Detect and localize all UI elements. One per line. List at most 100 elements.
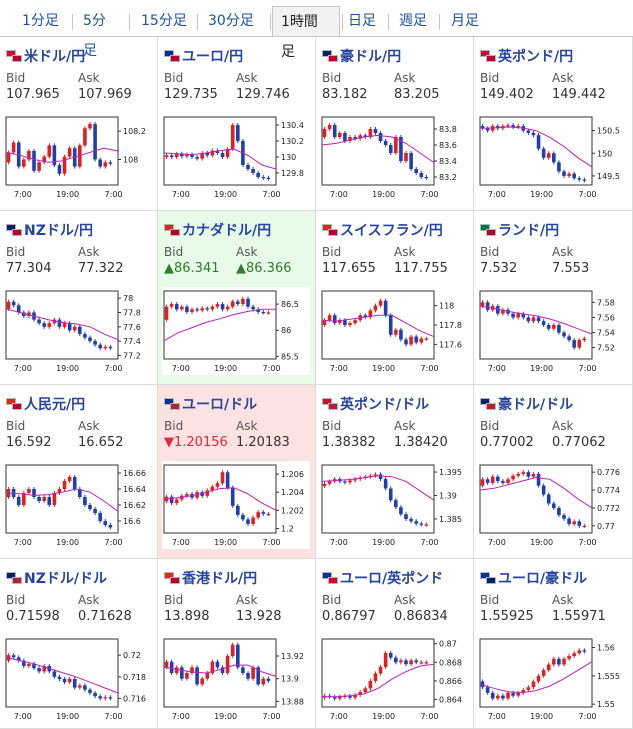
mini-chart[interactable]: 150.5 150 149.5 7:00 19:00 7:00: [478, 113, 626, 201]
pair-header[interactable]: 豪ドル/円: [322, 46, 402, 65]
x-tick-label: 7:00: [579, 712, 597, 721]
candle-body: [332, 315, 337, 324]
pair-name[interactable]: 英ポンド/ドル: [340, 397, 430, 413]
tab-6[interactable]: 週足: [399, 13, 427, 29]
pair-header[interactable]: NZドル/ドル: [6, 568, 107, 587]
currency-cell: NZドル/ドル Bid Ask 0.71598 0.71628 0.72 0.718 0.71…: [0, 559, 158, 729]
mini-chart[interactable]: 0.87 0.868 0.866 0.864 7:00 19:00 7:00: [320, 635, 468, 723]
pair-header[interactable]: ユーロ/円: [164, 46, 244, 65]
candle-body: [378, 300, 383, 306]
pair-header[interactable]: 米ドル/円: [6, 46, 86, 65]
pair-name[interactable]: ユーロ/豪ドル: [498, 571, 588, 587]
ask-value: 0.71628: [78, 609, 132, 624]
pair-name[interactable]: 人民元/円: [24, 397, 86, 413]
pair-name[interactable]: ランド/円: [498, 223, 560, 239]
mini-chart[interactable]: 13.92 13.9 13.88 7:00 19:00 7:00: [162, 635, 310, 723]
mini-chart[interactable]: 0.776 0.774 0.772 0.77 7:00 19:00 7:00: [478, 461, 626, 549]
candle-body: [506, 692, 510, 699]
pair-header[interactable]: NZドル/円: [6, 220, 93, 239]
y-tick-label: 108.2: [123, 127, 146, 136]
y-tick-label: 1.204: [281, 488, 304, 497]
candle-body: [521, 690, 526, 693]
candle-body: [388, 488, 393, 501]
pair-name[interactable]: 英ポンド/円: [498, 49, 574, 65]
candle-body: [348, 137, 352, 141]
mini-chart[interactable]: 86.5 86 85.5 7:00 19:00 7:00: [162, 287, 310, 375]
mini-chart[interactable]: 1.56 1.555 1.55 7:00 19:00 7:00: [478, 635, 626, 723]
pair-name[interactable]: スイスフラン/円: [340, 223, 443, 239]
pair-name[interactable]: ユーロ/英ポンド: [340, 571, 444, 587]
candle-body: [572, 173, 576, 179]
mini-chart[interactable]: 108.2 108 7:00 19:00 7:00: [4, 113, 152, 201]
pair-header[interactable]: スイスフラン/円: [322, 220, 443, 239]
candle-body: [11, 655, 16, 658]
mini-chart[interactable]: 1.395 1.39 1.385 7:00 19:00 7:00: [320, 461, 468, 549]
tab-2[interactable]: 15分足: [141, 13, 187, 29]
tab-4[interactable]: 1時間足: [272, 6, 340, 60]
candle-body: [526, 130, 531, 133]
pair-name[interactable]: NZドル/円: [24, 223, 93, 239]
ask-label: Ask: [552, 71, 574, 85]
candle-body: [230, 487, 235, 506]
candle-body: [16, 657, 21, 661]
pair-header[interactable]: ユーロ/英ポンド: [322, 568, 444, 587]
x-tick-label: 7:00: [14, 364, 32, 373]
candle-body: [195, 667, 199, 685]
bid-value: 0.77002: [480, 435, 534, 450]
candle-body: [480, 302, 485, 307]
mini-chart[interactable]: 7.58 7.56 7.54 7.52 7:00 19:00 7:00: [478, 287, 626, 375]
currency-cell: スイスフラン/円 Bid Ask 117.655 117.755 118 117.8 117.…: [316, 211, 474, 385]
pair-header[interactable]: 人民元/円: [6, 394, 86, 413]
candle-body: [546, 664, 551, 671]
pair-name[interactable]: 豪ドル/ドル: [498, 397, 574, 413]
mini-chart[interactable]: 118 117.8 117.6 7:00 19:00 7:00: [320, 287, 468, 375]
pair-name[interactable]: 豪ドル/円: [340, 49, 402, 65]
candle-body: [516, 313, 520, 318]
pair-header[interactable]: 英ポンド/円: [480, 46, 574, 65]
mini-chart[interactable]: 130.4 130.2 130 129.8 7:00 19:00 7:00: [162, 113, 310, 201]
candle-body: [67, 148, 72, 157]
tab-3[interactable]: 30分足: [208, 13, 254, 29]
chart-svg: 16.66 16.64 16.62 16.6 7:00 19:00 7:00: [5, 464, 146, 547]
pair-header[interactable]: ユーロ/豪ドル: [480, 568, 588, 587]
mini-chart[interactable]: 16.66 16.64 16.62 16.6 7:00 19:00 7:00: [4, 461, 152, 549]
candle-body: [256, 309, 260, 312]
pair-header[interactable]: ランド/円: [480, 220, 560, 239]
ask-price: 129.746: [236, 87, 290, 102]
y-tick-label: 130: [281, 153, 296, 162]
bid-label: Bid: [322, 245, 342, 259]
candle-body: [78, 326, 82, 334]
candle-body: [27, 489, 31, 493]
pair-name[interactable]: カナダドル/円: [182, 223, 272, 239]
pair-name[interactable]: ユーロ/円: [182, 49, 244, 65]
pair-name[interactable]: 香港ドル/円: [182, 571, 258, 587]
pair-header[interactable]: 香港ドル/円: [164, 568, 258, 587]
tab-0[interactable]: 1分足: [22, 13, 59, 29]
pair-name[interactable]: NZドル/ドル: [24, 571, 107, 587]
flag-icon: [6, 224, 22, 236]
pair-name[interactable]: 米ドル/円: [24, 49, 86, 65]
currency-cell: 英ポンド/ドル Bid Ask 1.38382 1.38420 1.395 1.39 1.38…: [316, 385, 474, 559]
bid-label: Bid: [6, 593, 26, 607]
candle-body: [485, 479, 490, 483]
mini-chart[interactable]: 83.8 83.6 83.4 83.2 7:00 19:00 7:00: [320, 113, 468, 201]
x-tick-label: 7:00: [421, 364, 439, 373]
candle-body: [511, 475, 515, 480]
tab-5[interactable]: 日足: [348, 13, 376, 29]
pair-header[interactable]: カナダドル/円: [164, 220, 272, 239]
candle-body: [241, 298, 245, 305]
candle-body: [358, 135, 362, 139]
pair-header[interactable]: ユーロ/ドル: [164, 394, 258, 413]
pair-header[interactable]: 豪ドル/ドル: [480, 394, 574, 413]
candle-body: [546, 325, 551, 329]
pair-header[interactable]: 英ポンド/ドル: [322, 394, 430, 413]
candle-body: [419, 173, 424, 177]
mini-chart[interactable]: 1.206 1.204 1.202 1.2 7:00 19:00 7:00: [162, 461, 310, 549]
tab-1[interactable]: 5分足: [83, 13, 106, 59]
mini-chart[interactable]: 78 77.8 77.6 77.4 77.2 7:00 19:00 7:00: [4, 287, 152, 375]
pair-name[interactable]: ユーロ/ドル: [182, 397, 258, 413]
candle-body: [404, 514, 408, 519]
mini-chart[interactable]: 0.72 0.718 0.716 7:00 19:00 7:00: [4, 635, 152, 723]
tab-7[interactable]: 月足: [451, 13, 479, 29]
